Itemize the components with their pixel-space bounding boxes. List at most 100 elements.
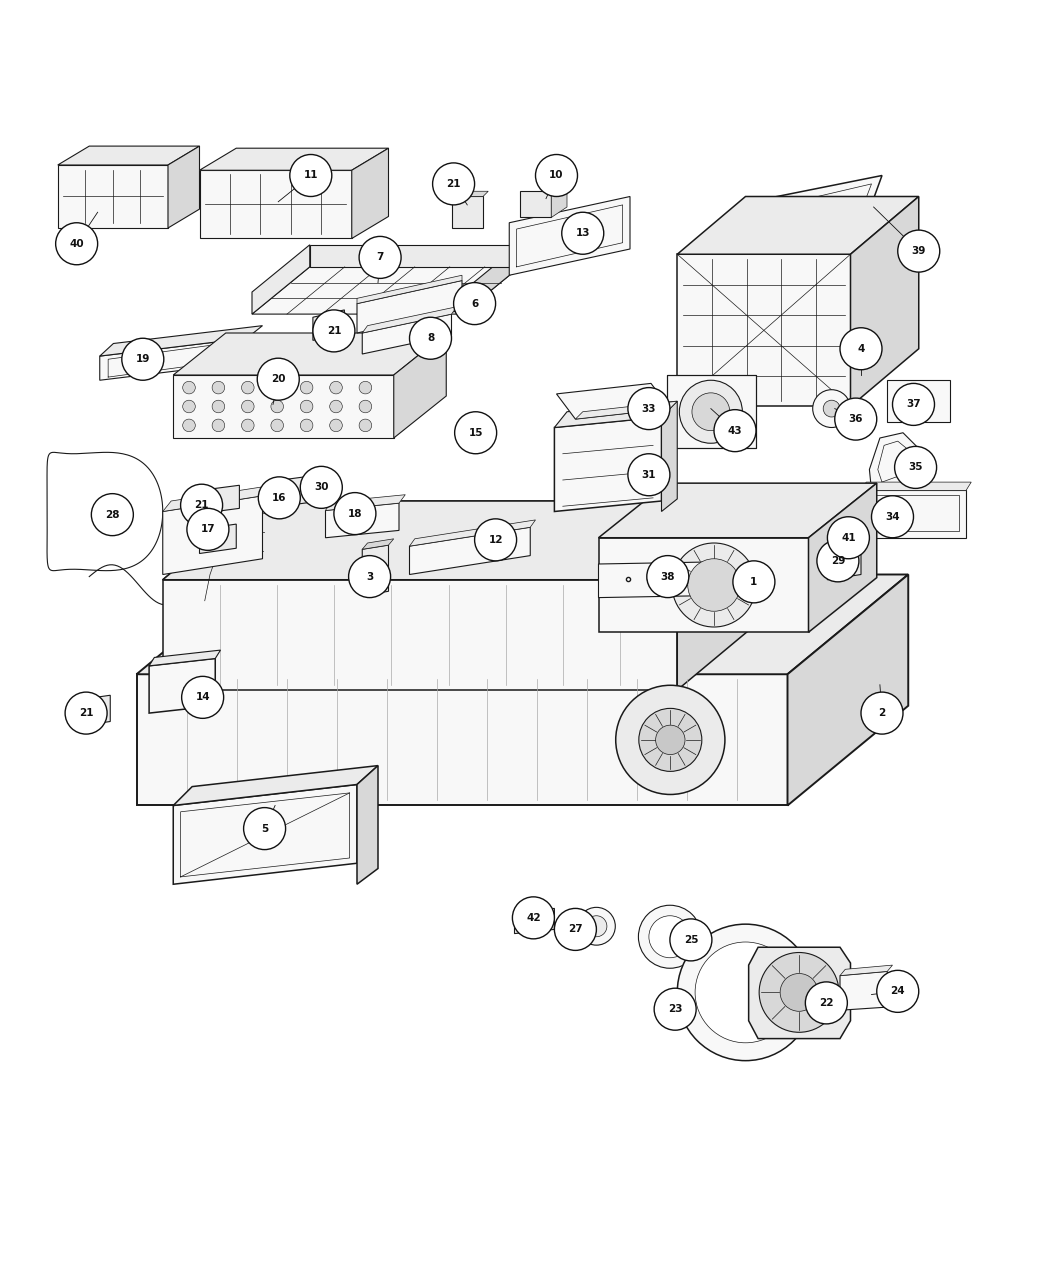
Text: 1: 1 <box>751 576 757 587</box>
Polygon shape <box>808 483 877 632</box>
Polygon shape <box>662 402 677 511</box>
Text: 23: 23 <box>668 1005 682 1014</box>
Circle shape <box>56 223 98 265</box>
Circle shape <box>313 310 355 352</box>
Text: 15: 15 <box>468 427 483 437</box>
Text: 2: 2 <box>879 708 885 718</box>
Circle shape <box>455 412 497 454</box>
Polygon shape <box>357 280 462 333</box>
Circle shape <box>780 974 818 1011</box>
Circle shape <box>271 400 284 413</box>
Circle shape <box>244 807 286 849</box>
Circle shape <box>714 409 756 451</box>
Circle shape <box>877 970 919 1012</box>
Text: 17: 17 <box>201 524 215 534</box>
Polygon shape <box>362 539 394 550</box>
Polygon shape <box>520 191 551 218</box>
Circle shape <box>300 419 313 432</box>
Circle shape <box>861 692 903 734</box>
Text: 7: 7 <box>376 252 384 263</box>
Text: 6: 6 <box>471 298 478 309</box>
Text: 30: 30 <box>314 482 329 492</box>
Polygon shape <box>410 528 530 575</box>
Polygon shape <box>74 695 110 727</box>
Circle shape <box>271 419 284 432</box>
Circle shape <box>349 556 391 598</box>
Polygon shape <box>452 196 483 228</box>
Polygon shape <box>173 784 357 885</box>
Circle shape <box>679 380 742 444</box>
Text: 16: 16 <box>272 493 287 502</box>
Circle shape <box>562 212 604 254</box>
Circle shape <box>183 419 195 432</box>
Text: 42: 42 <box>526 913 541 923</box>
Polygon shape <box>850 196 919 407</box>
Circle shape <box>817 539 859 581</box>
Polygon shape <box>313 310 344 340</box>
Circle shape <box>410 317 452 360</box>
Text: 12: 12 <box>488 534 503 544</box>
Polygon shape <box>281 474 320 506</box>
Polygon shape <box>200 524 236 553</box>
Circle shape <box>91 493 133 536</box>
Text: 24: 24 <box>890 987 905 996</box>
Polygon shape <box>554 417 662 511</box>
Circle shape <box>300 400 313 413</box>
Text: 36: 36 <box>848 414 863 425</box>
Polygon shape <box>514 908 554 933</box>
Polygon shape <box>326 495 405 510</box>
Circle shape <box>827 516 869 558</box>
Polygon shape <box>200 148 388 171</box>
Polygon shape <box>410 520 536 546</box>
Circle shape <box>898 230 940 272</box>
Polygon shape <box>163 486 273 511</box>
Circle shape <box>654 988 696 1030</box>
Text: 27: 27 <box>568 924 583 935</box>
Polygon shape <box>252 266 520 314</box>
Circle shape <box>122 338 164 380</box>
Circle shape <box>212 419 225 432</box>
Polygon shape <box>861 491 966 538</box>
Text: 4: 4 <box>857 344 865 353</box>
Polygon shape <box>58 164 168 228</box>
Circle shape <box>187 509 229 551</box>
Circle shape <box>813 390 851 427</box>
Polygon shape <box>100 338 247 380</box>
Text: 41: 41 <box>841 533 856 543</box>
Polygon shape <box>200 171 352 238</box>
Polygon shape <box>163 580 677 690</box>
Circle shape <box>647 556 689 598</box>
Circle shape <box>242 381 254 394</box>
Text: 31: 31 <box>642 469 656 479</box>
Polygon shape <box>861 482 971 491</box>
Circle shape <box>65 692 107 734</box>
Polygon shape <box>168 147 200 228</box>
Polygon shape <box>173 765 378 806</box>
Circle shape <box>359 381 372 394</box>
Circle shape <box>334 492 376 534</box>
Circle shape <box>655 725 685 755</box>
Text: 20: 20 <box>271 374 286 384</box>
Text: 14: 14 <box>195 692 210 703</box>
Polygon shape <box>598 562 714 598</box>
Polygon shape <box>362 546 388 595</box>
Circle shape <box>359 400 372 413</box>
Text: 39: 39 <box>911 246 926 256</box>
Text: 21: 21 <box>446 179 461 189</box>
Polygon shape <box>100 325 262 356</box>
Text: 10: 10 <box>549 171 564 181</box>
Polygon shape <box>163 501 772 580</box>
Polygon shape <box>509 196 630 275</box>
Circle shape <box>330 381 342 394</box>
Circle shape <box>454 283 496 325</box>
Circle shape <box>638 709 701 771</box>
Polygon shape <box>136 575 908 674</box>
Polygon shape <box>357 275 462 303</box>
Polygon shape <box>788 575 908 806</box>
Text: 3: 3 <box>366 571 373 581</box>
Text: 40: 40 <box>69 238 84 249</box>
Text: 21: 21 <box>79 708 93 718</box>
Circle shape <box>300 381 313 394</box>
Circle shape <box>271 381 284 394</box>
Text: 28: 28 <box>105 510 120 520</box>
